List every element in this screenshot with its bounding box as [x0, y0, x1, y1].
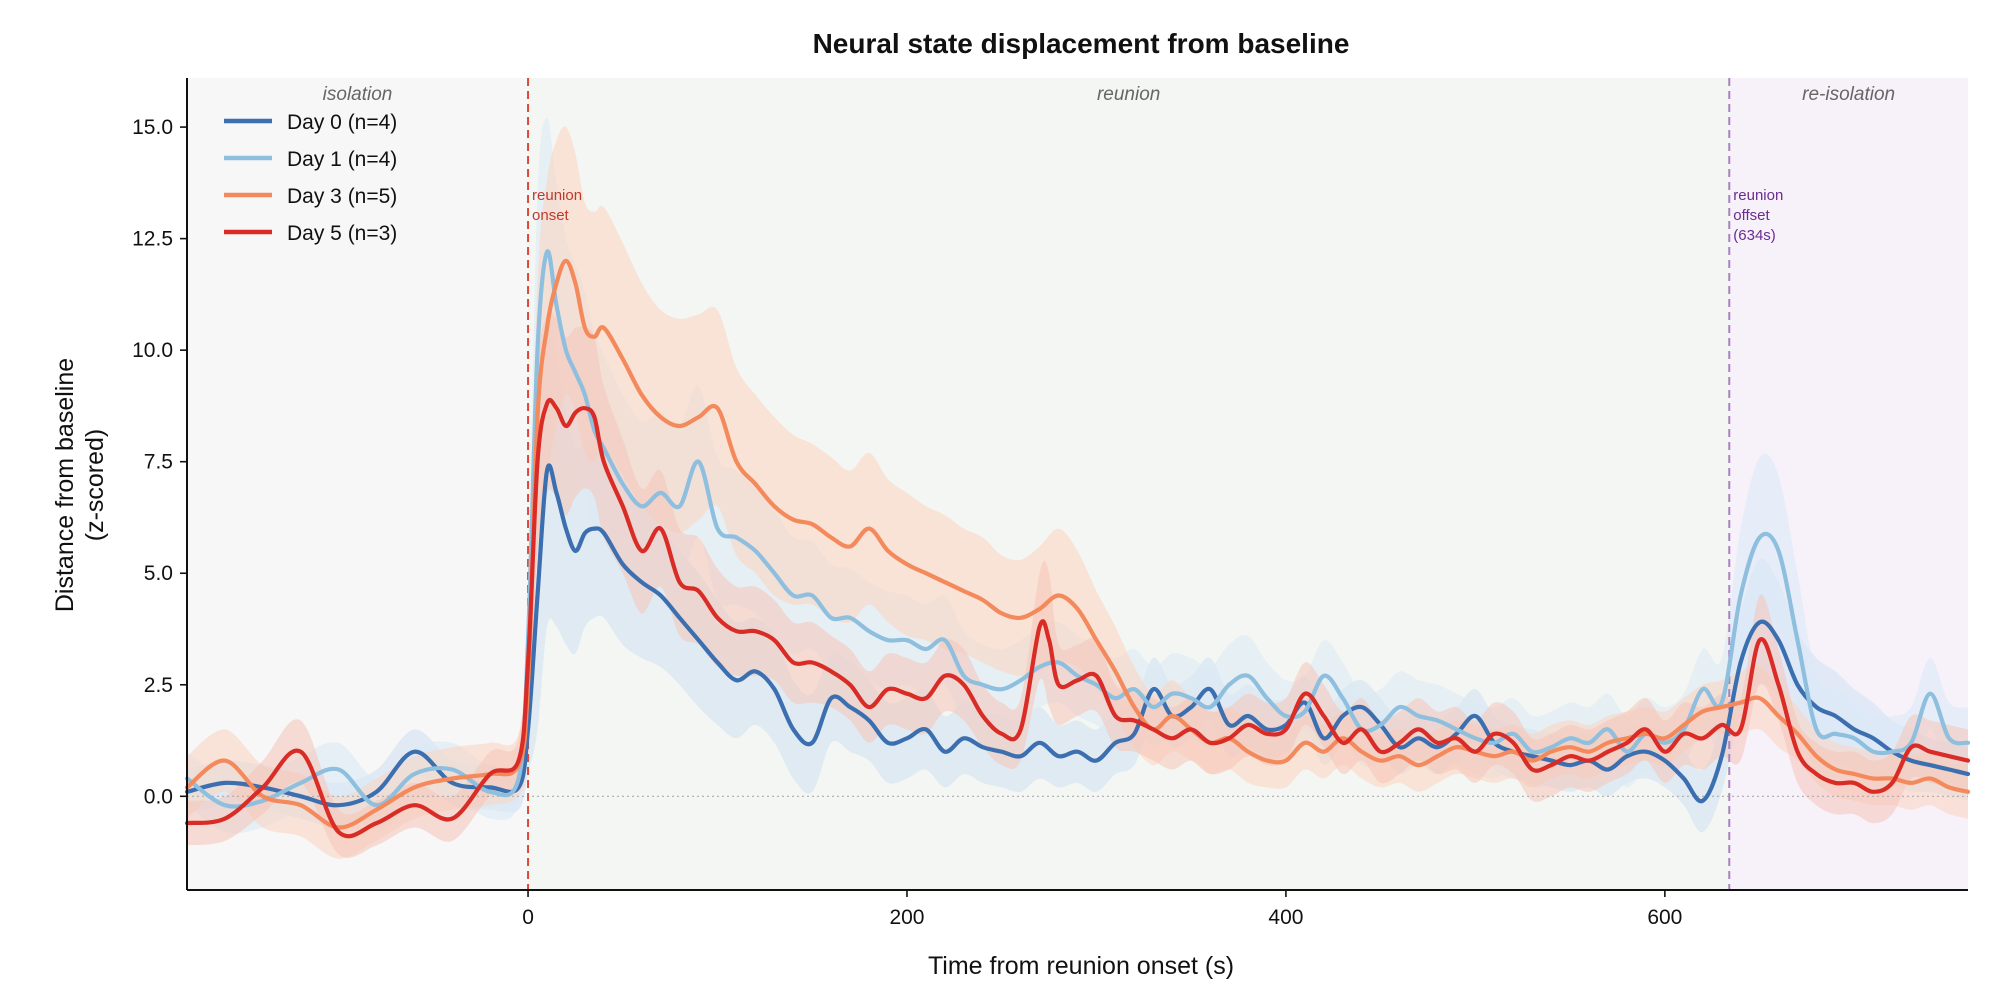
series-line-3 — [184, 398, 1971, 839]
region-label-isolation: isolation — [323, 84, 393, 105]
x-tick-label: 400 — [1268, 906, 1303, 929]
legend-label-3: Day 5 (n=3) — [287, 222, 397, 245]
vline-annotation-0-0: reunion — [532, 187, 582, 204]
legend: Day 0 (n=4) Day 1 (n=4) Day 3 (n=5) Day 5 (… — [224, 111, 397, 245]
chart-title: Neural state displacement from baseline — [813, 28, 1350, 59]
y-tick-label: 12.5 — [132, 228, 173, 251]
axes: 0.0 2.5 5.0 7.5 10.0 12.5 15.0 0 200 400 600 — [132, 78, 1968, 929]
x-axis-label: Time from reunion onset (s) — [928, 952, 1234, 980]
x-tick-label: 0 — [522, 906, 534, 929]
legend-label-2: Day 3 (n=5) — [287, 185, 397, 208]
series-line-2 — [184, 258, 1971, 830]
error-bands — [187, 118, 1968, 859]
vline-annotation-1-0: reunion — [1733, 187, 1783, 204]
y-tick-label: 15.0 — [132, 116, 173, 139]
x-tick-label: 600 — [1647, 906, 1682, 929]
series-line-0 — [184, 463, 1971, 808]
y-axis-label-line1: Distance from baseline — [51, 358, 79, 612]
legend-label-0: Day 0 (n=4) — [287, 111, 397, 134]
y-tick-label: 7.5 — [144, 451, 173, 474]
vline-annotation-0-1: onset — [532, 207, 570, 224]
series-lines — [184, 249, 1971, 839]
vline-annotation-1-1: offset — [1733, 207, 1770, 224]
y-tick-label: 5.0 — [144, 562, 173, 585]
y-axis-label-line2: (z-scored) — [81, 429, 109, 542]
y-tick-label: 2.5 — [144, 674, 173, 697]
region-label-re-isolation: re-isolation — [1802, 84, 1895, 105]
x-tick-label: 200 — [889, 906, 924, 929]
event-markers: reunion onset reunion offset (634s) — [527, 78, 1783, 890]
vline-annotation-1-2: (634s) — [1733, 227, 1776, 244]
y-tick-label: 10.0 — [132, 339, 173, 362]
error-band-series-2 — [187, 126, 1968, 859]
region-label-reunion: reunion — [1097, 84, 1160, 105]
legend-label-1: Day 1 (n=4) — [287, 148, 397, 171]
y-axis-label: Distance from baseline (z-scored) — [51, 358, 109, 612]
y-tick-label: 0.0 — [144, 785, 173, 808]
